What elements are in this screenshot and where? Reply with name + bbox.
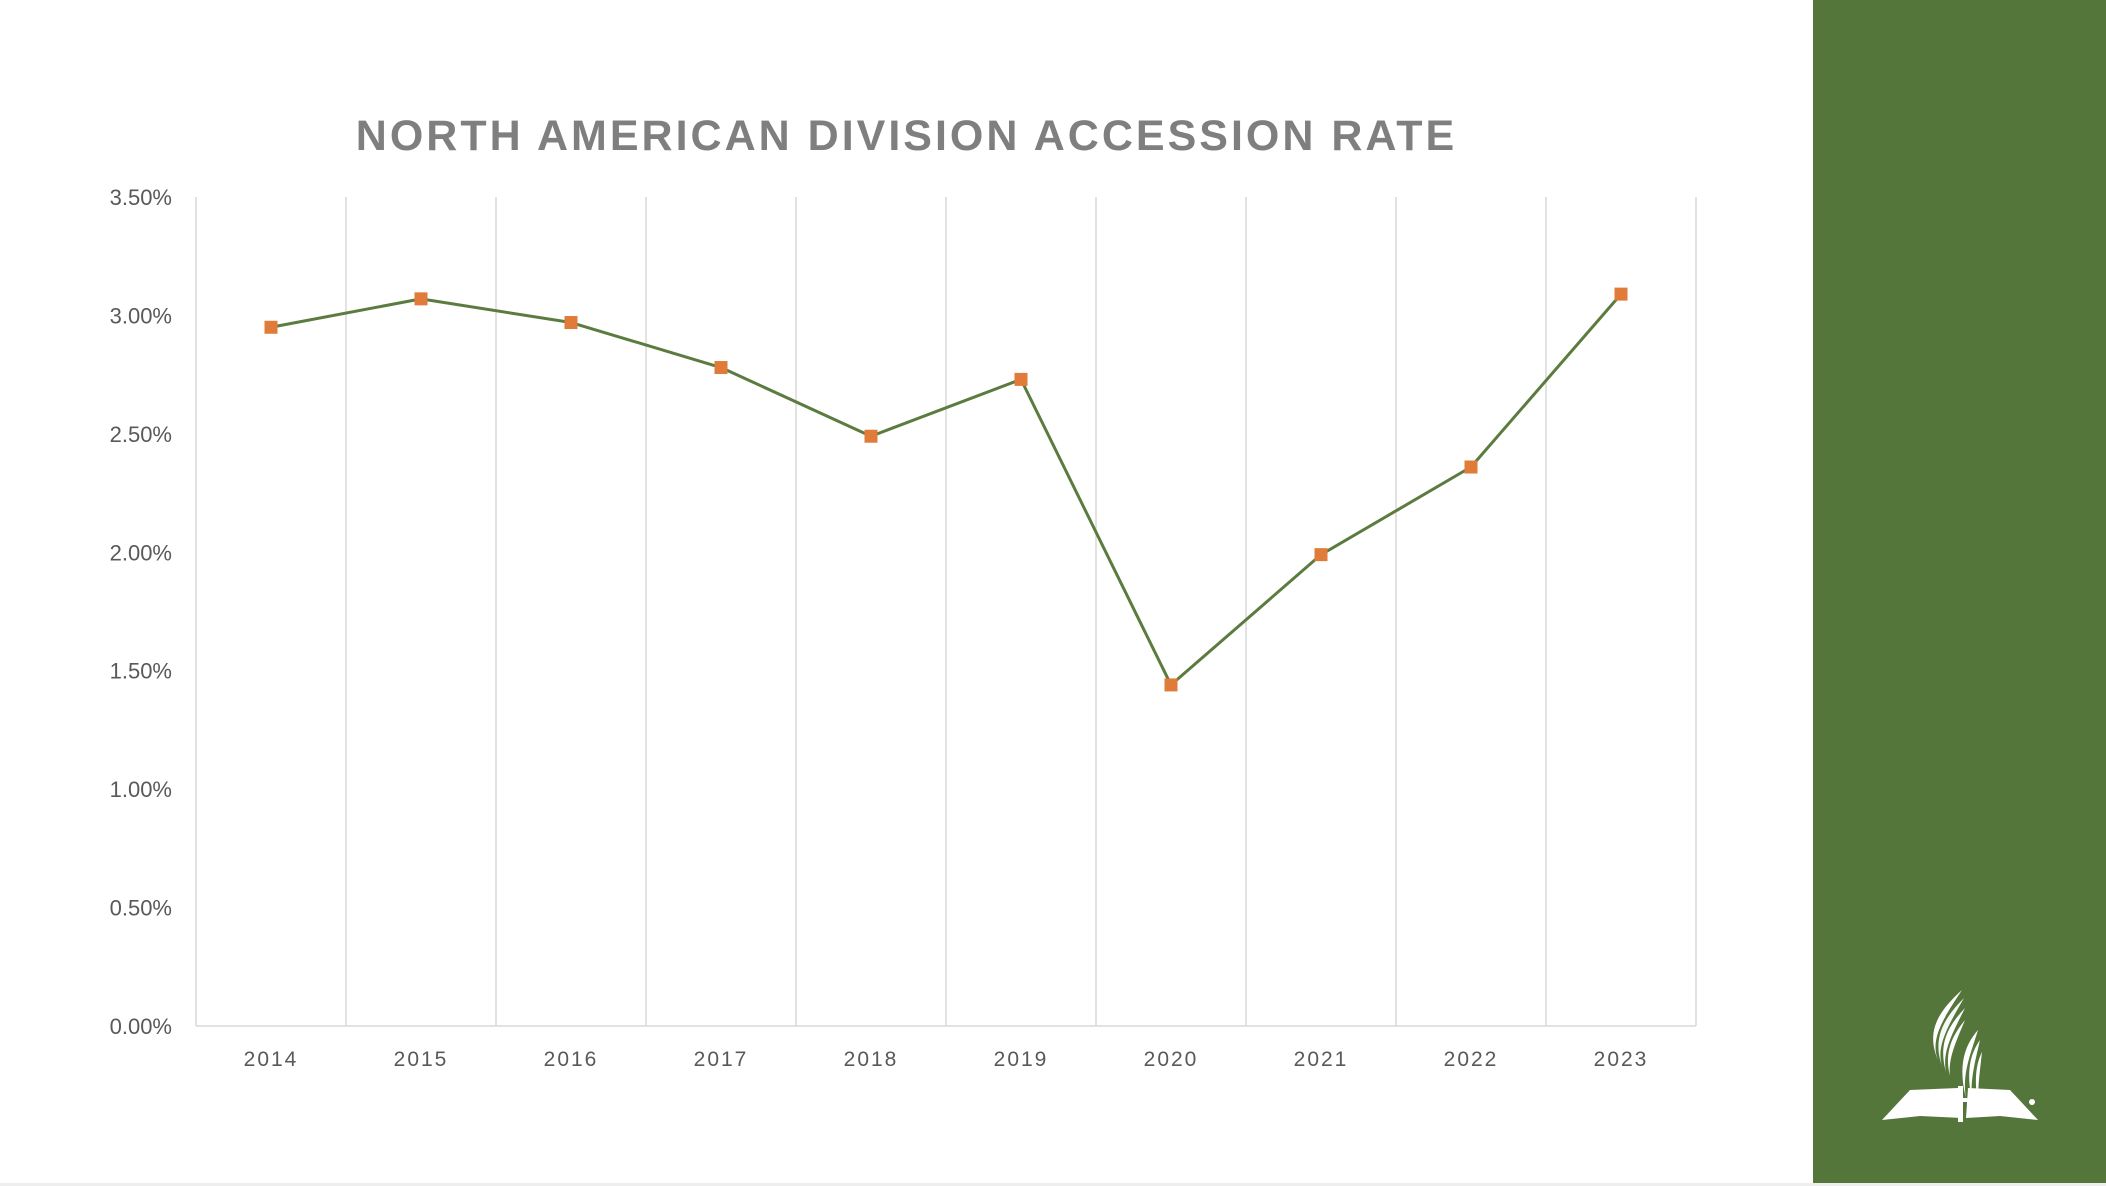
bottom-strip — [0, 1183, 2106, 1186]
y-tick-label: 3.50% — [110, 185, 172, 210]
data-point-2018 — [864, 429, 878, 443]
data-point-2019 — [1014, 372, 1028, 386]
x-tick-label: 2023 — [1594, 1048, 1649, 1071]
data-point-2023 — [1614, 287, 1628, 301]
data-point-2021 — [1314, 548, 1328, 562]
chart-title: NORTH AMERICAN DIVISION ACCESSION RATE — [355, 112, 1458, 160]
data-point-2015 — [414, 292, 428, 306]
data-point-2014 — [264, 320, 278, 334]
y-tick-label: 3.00% — [110, 303, 172, 328]
x-tick-label: 2021 — [1294, 1048, 1349, 1071]
x-tick-label: 2020 — [1144, 1048, 1199, 1071]
data-point-2016 — [564, 316, 578, 330]
x-tick-label: 2017 — [694, 1048, 749, 1071]
x-tick-label: 2019 — [994, 1048, 1049, 1071]
data-point-2017 — [714, 361, 728, 375]
flame-book-logo-icon — [1882, 990, 2038, 1122]
series-line — [270, 293, 1623, 687]
line-chart: 0.00% 0.50% 1.00% 1.50% 2.00% 2.50% 3.00% 3.50%… — [110, 185, 1697, 1071]
x-tick-label: 2022 — [1444, 1048, 1499, 1071]
y-tick-label: 1.00% — [110, 777, 172, 802]
y-tick-label: 2.00% — [110, 540, 172, 565]
data-point-2020 — [1164, 678, 1178, 692]
y-tick-label: 0.00% — [110, 1014, 172, 1039]
data-point-2022 — [1464, 460, 1478, 474]
x-tick-label: 2014 — [244, 1048, 299, 1071]
y-tick-label: 0.50% — [110, 896, 172, 921]
x-tick-label: 2016 — [544, 1048, 599, 1071]
x-tick-label: 2015 — [394, 1048, 449, 1071]
y-tick-label: 1.50% — [110, 659, 172, 684]
side-panel — [1813, 0, 2106, 1183]
y-tick-label: 2.50% — [110, 422, 172, 447]
x-tick-label: 2018 — [844, 1048, 899, 1071]
